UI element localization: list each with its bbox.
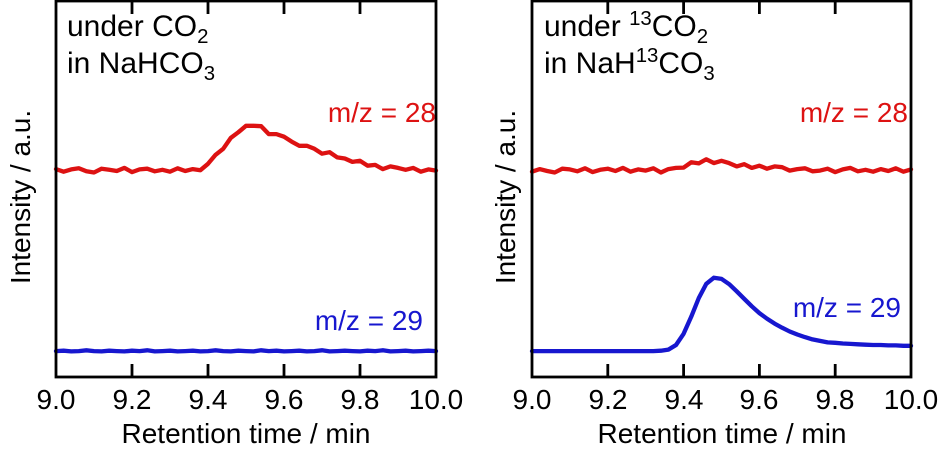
x-tick-label: 10.0	[883, 384, 938, 415]
x-tick-label: 10.0	[408, 384, 464, 415]
y-axis-label-left: Intensity / a.u.	[5, 109, 36, 285]
x-tick-label: 9.0	[36, 384, 76, 415]
x-tick-label: 9.2	[588, 384, 628, 415]
x-axis-label-right: Retention time / min	[597, 418, 847, 449]
series-label-mz28-right: m/z = 28	[799, 97, 908, 128]
condition-annotation-right: under 13CO2 in NaH13CO3	[544, 8, 715, 85]
series-label-mz29-left: m/z = 29	[314, 305, 423, 336]
series-label-mz29-right: m/z = 29	[792, 292, 901, 323]
x-tick-label: 9.4	[188, 384, 228, 415]
plot-area-left	[53, 0, 439, 379]
x-tick-label: 9.4	[664, 384, 704, 415]
x-axis-label-left: Retention time / min	[121, 418, 371, 449]
plot-area-right	[529, 0, 914, 379]
y-axis-label-right: Intensity / a.u.	[490, 109, 521, 285]
x-tick-label: 9.6	[264, 384, 304, 415]
x-tick-label: 9.6	[739, 384, 779, 415]
series-label-mz28-left: m/z = 28	[327, 97, 436, 128]
x-tick-label: 9.8	[340, 384, 380, 415]
x-tick-label: 9.0	[512, 384, 552, 415]
x-tick-label: 9.2	[112, 384, 152, 415]
condition-annotation-left: under CO2 in NaHCO3	[67, 10, 216, 85]
x-tick-label: 9.8	[815, 384, 855, 415]
